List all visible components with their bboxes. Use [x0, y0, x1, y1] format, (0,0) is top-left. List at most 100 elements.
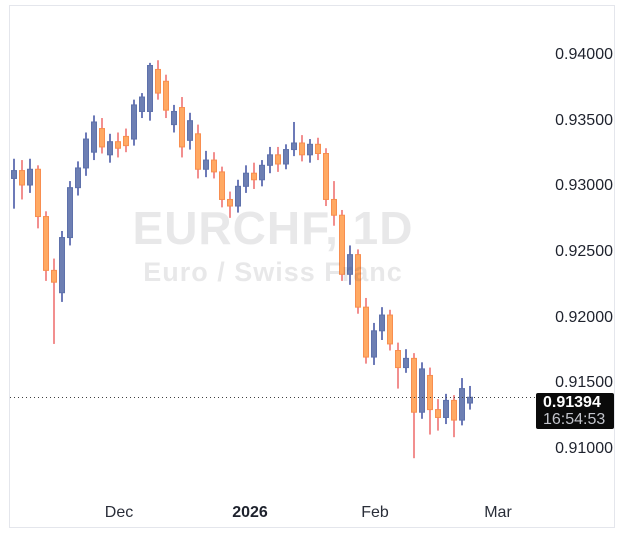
- bar-close-countdown: 16:54:53: [543, 410, 606, 428]
- candle-body-down: [299, 142, 305, 156]
- candle-body-down: [251, 172, 257, 181]
- price-axis-label: 0.91000: [555, 439, 613, 457]
- candle: [291, 121, 297, 157]
- candle: [35, 165, 41, 229]
- candle: [267, 146, 273, 174]
- candle-body-down: [51, 269, 57, 283]
- candle-body-down: [355, 254, 361, 308]
- candle-body-down: [363, 306, 369, 358]
- candle: [227, 191, 233, 218]
- candle: [155, 60, 161, 100]
- candle: [19, 160, 25, 200]
- candle-body-up: [139, 96, 145, 112]
- candle: [83, 132, 89, 176]
- candle: [235, 179, 241, 213]
- candle: [203, 150, 209, 178]
- candle-body-up: [371, 330, 377, 358]
- candle: [371, 322, 377, 365]
- candle-body-up: [235, 185, 241, 207]
- candle: [403, 349, 409, 373]
- candle-body-down: [195, 133, 201, 170]
- candle: [139, 93, 145, 119]
- candle: [67, 181, 73, 246]
- candlestick-chart-pane[interactable]: [10, 6, 614, 527]
- candle-body-up: [259, 164, 265, 181]
- candle-body-up: [243, 172, 249, 187]
- candle-body-up: [107, 141, 113, 156]
- chart-widget: EURCHF, 1D Euro / Swiss Franc 0.94000 0.9…: [9, 5, 615, 528]
- price-axis-label: 0.93500: [555, 111, 613, 129]
- candle-body-down: [155, 68, 161, 94]
- candle: [163, 74, 169, 119]
- candle-body-up: [347, 254, 353, 275]
- candle-wick-down: [53, 258, 55, 344]
- candle: [283, 144, 289, 170]
- last-price-value: 0.91394: [543, 393, 601, 411]
- candle: [419, 362, 425, 419]
- candle-body-down: [19, 170, 25, 186]
- candle-body-down: [115, 141, 121, 149]
- candle-body-up: [171, 110, 177, 126]
- candle: [451, 395, 457, 438]
- candle: [427, 367, 433, 435]
- candle: [443, 393, 449, 425]
- candle: [347, 245, 353, 285]
- candle: [323, 148, 329, 207]
- price-axis-label: 0.94000: [555, 46, 613, 63]
- candle-body-down: [179, 107, 185, 148]
- candle-body-down: [339, 214, 345, 275]
- candle-body-down: [163, 80, 169, 111]
- candle-body-up: [91, 121, 97, 153]
- candle: [51, 258, 57, 344]
- candle-body-up: [147, 65, 153, 112]
- candle: [219, 166, 225, 208]
- candle-body-down: [395, 349, 401, 369]
- candle-body-up: [131, 104, 137, 140]
- candle-body-down: [123, 135, 129, 147]
- time-axis-label: Mar: [484, 504, 512, 521]
- candle: [251, 162, 257, 189]
- candle-body-up: [467, 396, 473, 404]
- candle-body-down: [387, 314, 393, 345]
- time-axis-label: 2026: [232, 504, 268, 521]
- price-axis-label: 0.93000: [555, 177, 613, 195]
- candle: [91, 115, 97, 161]
- candle-body-up: [267, 154, 273, 166]
- candle: [379, 307, 385, 340]
- candle: [299, 135, 305, 162]
- candle: [43, 211, 49, 281]
- candle: [211, 152, 217, 179]
- candle-body-down: [411, 357, 417, 413]
- candle: [435, 399, 441, 431]
- candle-body-up: [75, 167, 81, 189]
- candle-body-down: [323, 152, 329, 200]
- candle: [459, 378, 465, 426]
- candle-body-down: [427, 374, 433, 411]
- candle-body-up: [283, 149, 289, 165]
- candle: [107, 133, 113, 163]
- candle: [123, 128, 129, 153]
- candle: [363, 297, 369, 364]
- candle: [59, 230, 65, 302]
- candle-body-down: [219, 171, 225, 200]
- candle-body-up: [83, 138, 89, 169]
- candle: [275, 146, 281, 172]
- candle-body-down: [435, 409, 441, 418]
- candle: [187, 112, 193, 150]
- candle-body-up: [203, 159, 209, 170]
- candle: [131, 99, 137, 146]
- candle-body-down: [315, 143, 321, 154]
- candle: [195, 124, 201, 179]
- candle-body-up: [27, 168, 33, 186]
- candle-body-down: [227, 198, 233, 207]
- candle-body-up: [291, 142, 297, 151]
- candle: [99, 118, 105, 154]
- candle-body-up: [419, 368, 425, 413]
- candle-body-down: [35, 168, 41, 218]
- candle-body-down: [331, 198, 337, 216]
- candle: [147, 62, 153, 121]
- candle-body-up: [459, 388, 465, 421]
- time-axis-label: Feb: [361, 504, 389, 521]
- last-price-badge: 0.91394 16:54:53: [536, 392, 614, 429]
- candle-wick-up: [293, 121, 295, 157]
